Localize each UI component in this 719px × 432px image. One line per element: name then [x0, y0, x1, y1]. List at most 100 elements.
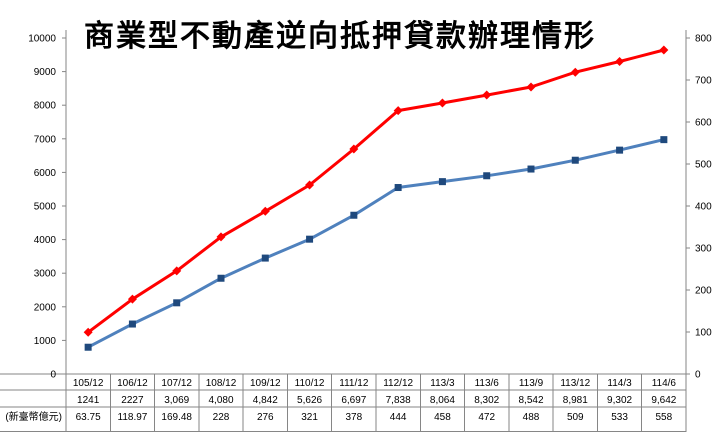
x-category-label: 106/12: [117, 378, 148, 389]
right-tick-label: 200: [695, 286, 712, 297]
left-tick-label: 0: [50, 370, 56, 381]
series-line-count: [87, 48, 665, 334]
x-category-label: 113/9: [519, 378, 544, 389]
data-point-count: [260, 206, 270, 216]
data-point-amount: [616, 146, 624, 154]
data-point-count: [615, 56, 625, 66]
data-point-amount: [571, 156, 579, 164]
data-point-count: [437, 98, 447, 108]
data-point-count: [393, 106, 403, 116]
data-point-amount: [261, 254, 269, 262]
data-point-count: [659, 45, 669, 55]
x-category-label: 107/12: [161, 378, 192, 389]
left-axis-ticks: 0 1000 2000 3000 4000 5000 6000 7000 8000 9000 100…: [28, 34, 66, 381]
data-point-count: [482, 90, 492, 100]
left-tick-label: 4000: [34, 235, 57, 246]
right-tick-label: 300: [695, 244, 712, 255]
data-point-count: [526, 82, 536, 92]
series-line-amount: [87, 138, 665, 349]
right-tick-label: 400: [695, 202, 712, 213]
data-point-amount: [128, 320, 136, 328]
data-point-amount: [217, 274, 225, 282]
right-tick-label: 500: [695, 160, 712, 171]
x-category-label: 114/6: [652, 378, 677, 389]
table-cell: 118.97: [118, 412, 148, 423]
x-category-label: 113/3: [430, 378, 455, 389]
x-category-label: 114/3: [607, 378, 632, 389]
right-tick-label: 800: [695, 34, 712, 45]
x-category-label: 113/6: [475, 378, 500, 389]
table-cell: 558: [656, 412, 673, 423]
data-point-amount: [173, 299, 181, 307]
right-tick-label: 0: [695, 370, 701, 381]
x-category-label: 110/12: [295, 378, 325, 389]
data-point-count: [216, 232, 226, 242]
data-point-count: [127, 294, 137, 304]
left-tick-label: 8000: [34, 101, 57, 112]
x-category-label: 111/12: [339, 378, 369, 389]
right-tick-label: 600: [695, 118, 712, 129]
right-tick-label: 100: [695, 328, 712, 339]
table-cell: 6,697: [341, 395, 366, 406]
table-cell: 2227: [121, 395, 144, 406]
table-cell: 4,080: [208, 395, 233, 406]
data-point-amount: [394, 184, 402, 192]
data-point-amount: [84, 343, 92, 351]
table-cell: 228: [213, 412, 230, 423]
table-cell: 1241: [77, 395, 100, 406]
x-category-label: 105/12: [73, 378, 104, 389]
table-cell: 3,069: [164, 395, 189, 406]
data-point-amount: [527, 165, 535, 173]
data-point-count: [172, 266, 182, 276]
table-cell: 458: [434, 412, 451, 423]
table-cell: 8,542: [518, 395, 543, 406]
data-point-amount: [306, 235, 314, 243]
x-category-label: 112/12: [383, 378, 413, 389]
table-cell: 5,626: [297, 395, 322, 406]
left-tick-label: 7000: [34, 134, 57, 145]
left-tick-label: 10000: [28, 34, 56, 45]
data-point-count: [349, 144, 359, 154]
right-axis-ticks: 0 100 200 300 400 500 600 700 800: [686, 34, 712, 381]
table-cell: 8,981: [563, 395, 588, 406]
table-cell: 321: [301, 412, 318, 423]
data-point-amount: [350, 211, 358, 219]
table-cell: 4,842: [253, 395, 278, 406]
table-cell: 472: [478, 412, 495, 423]
data-table: 105/12 106/12 107/12 108/12 109/12 110/12 111/…: [5, 378, 676, 423]
table-cell: 533: [611, 412, 628, 423]
table-cell: 488: [523, 412, 540, 423]
x-category-label: 113/12: [560, 378, 590, 389]
table-cell: 169.48: [161, 412, 192, 423]
data-point-amount: [438, 178, 446, 186]
chart-title: 商業型不動產逆向抵押貸款辦理情形: [84, 19, 596, 54]
x-category-label: 109/12: [250, 378, 281, 389]
series-group: [83, 45, 669, 351]
data-point-count: [83, 327, 93, 337]
axes: [0, 30, 687, 432]
left-tick-label: 1000: [34, 336, 57, 347]
table-cell: 444: [390, 412, 407, 423]
left-tick-label: 3000: [34, 269, 57, 280]
left-tick-label: 9000: [34, 67, 57, 78]
data-point-amount: [483, 172, 491, 180]
left-tick-label: 6000: [34, 168, 57, 179]
table-cell: 8,064: [430, 395, 455, 406]
data-point-amount: [660, 136, 668, 144]
left-tick-label: 2000: [34, 302, 57, 313]
table-cell: 378: [346, 412, 363, 423]
right-tick-label: 700: [695, 76, 712, 87]
table-cell: 7,838: [386, 395, 411, 406]
table-cell: 8,302: [474, 395, 499, 406]
table-cell: 9,642: [651, 395, 676, 406]
table-cell: 509: [567, 412, 584, 423]
left-tick-label: 5000: [34, 202, 57, 213]
table-cell: 9,302: [607, 395, 632, 406]
data-point-count: [305, 180, 315, 190]
x-category-label: 108/12: [206, 378, 237, 389]
table-cell: 276: [257, 412, 274, 423]
table-row-label: (新臺幣億元): [5, 410, 62, 423]
data-point-count: [570, 67, 580, 77]
table-cell: 63.75: [76, 412, 101, 423]
